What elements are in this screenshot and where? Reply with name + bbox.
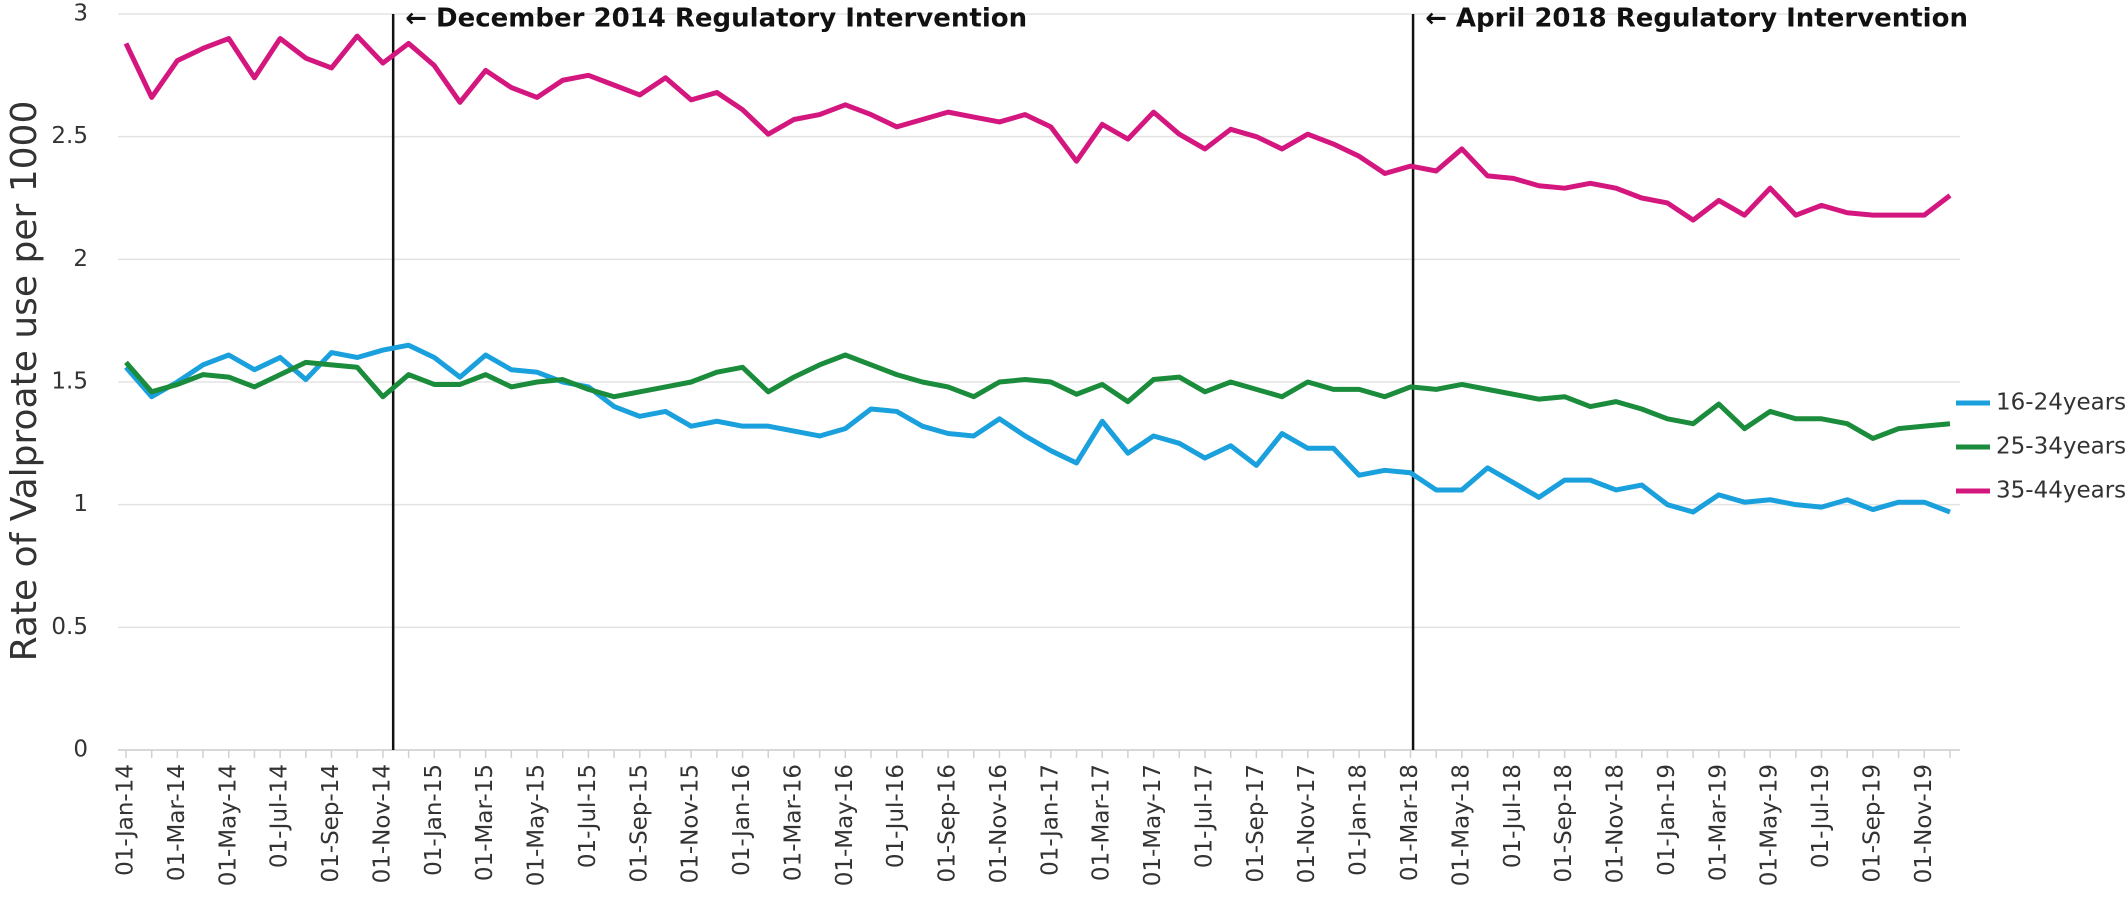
x-tick-label: 01-Jan-19 — [1654, 764, 1680, 876]
y-tick-label: 1.5 — [51, 369, 88, 395]
y-tick-label: 2 — [73, 246, 88, 272]
x-tick-label: 01-Mar-17 — [1089, 764, 1115, 881]
x-tick-label: 01-Mar-16 — [780, 764, 806, 881]
x-tick-label: 01-Sep-18 — [1551, 764, 1577, 882]
x-tick-label: 01-Nov-16 — [986, 764, 1012, 883]
x-tick-label: 01-Jan-15 — [421, 764, 447, 876]
x-tick-label: 01-Sep-17 — [1243, 764, 1269, 882]
annotation-text: ← April 2018 Regulatory Intervention — [1425, 4, 1968, 34]
x-tick-label: 01-Jul-16 — [883, 764, 909, 868]
x-tick-label: 01-Nov-15 — [678, 764, 704, 883]
x-tick-label: 01-May-14 — [215, 764, 241, 886]
legend-label: 25-34years — [1996, 434, 2126, 460]
x-tick-label: 01-May-18 — [1448, 764, 1474, 886]
x-tick-label: 01-Jul-15 — [575, 764, 601, 868]
x-tick-label: 01-Mar-15 — [472, 764, 498, 881]
x-tick-label: 01-Jul-14 — [267, 764, 293, 868]
x-tick-label: 01-Nov-17 — [1294, 764, 1320, 883]
x-tick-label: 01-May-16 — [832, 764, 858, 886]
y-tick-label: 1 — [73, 491, 88, 517]
x-tick-label: 01-Sep-16 — [935, 764, 961, 882]
x-tick-label: 01-Jul-19 — [1808, 764, 1834, 868]
y-tick-label: 3 — [73, 1, 88, 27]
x-tick-label: 01-Nov-18 — [1603, 764, 1629, 883]
y-axis-label: Rate of Valproate use per 1000 — [4, 101, 45, 662]
x-tick-label: 01-May-19 — [1757, 764, 1783, 886]
x-tick-label: 01-Jul-18 — [1500, 764, 1526, 868]
legend-label: 16-24years — [1996, 390, 2126, 416]
x-tick-label: 01-Nov-19 — [1911, 764, 1937, 883]
x-tick-label: 01-Sep-15 — [626, 764, 652, 882]
legend-label: 35-44years — [1996, 478, 2126, 504]
x-tick-label: 01-Nov-14 — [369, 764, 395, 883]
series-line — [123, 33, 1952, 223]
x-tick-label: 01-May-15 — [524, 764, 550, 886]
x-tick-label: 01-Jan-17 — [1037, 764, 1063, 876]
y-tick-label: 2.5 — [51, 123, 88, 149]
series-line — [124, 342, 1951, 515]
x-tick-label: 01-Mar-18 — [1397, 764, 1423, 881]
y-tick-label: 0 — [73, 737, 88, 763]
y-tick-label: 0.5 — [51, 614, 88, 640]
x-tick-label: 01-Mar-19 — [1705, 764, 1731, 881]
x-tick-label: 01-Sep-14 — [318, 764, 344, 882]
x-tick-label: 01-Jan-16 — [729, 764, 755, 876]
x-tick-label: 01-Jul-17 — [1191, 764, 1217, 868]
x-tick-label: 01-May-17 — [1140, 764, 1166, 886]
x-tick-label: 01-Jan-14 — [113, 764, 139, 876]
annotation-text: ← December 2014 Regulatory Intervention — [405, 4, 1027, 34]
x-tick-label: 01-Mar-14 — [164, 764, 190, 881]
x-tick-label: 01-Jan-18 — [1346, 764, 1372, 876]
series-line — [124, 352, 1951, 441]
x-tick-label: 01-Sep-19 — [1859, 764, 1885, 882]
